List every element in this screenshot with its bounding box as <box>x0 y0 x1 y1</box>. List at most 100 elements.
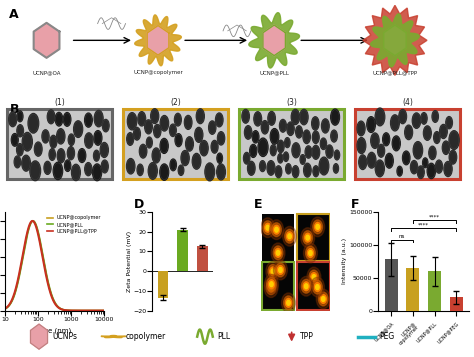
Circle shape <box>44 161 51 174</box>
Circle shape <box>383 133 390 146</box>
Circle shape <box>170 124 176 136</box>
Circle shape <box>261 121 269 134</box>
Circle shape <box>320 295 327 303</box>
Circle shape <box>85 162 92 176</box>
Circle shape <box>160 139 168 154</box>
Circle shape <box>418 166 424 178</box>
Circle shape <box>291 109 300 125</box>
Circle shape <box>270 282 273 287</box>
Polygon shape <box>371 14 419 67</box>
Circle shape <box>266 277 276 291</box>
Circle shape <box>273 246 283 260</box>
Circle shape <box>50 135 57 148</box>
Circle shape <box>30 161 41 181</box>
Circle shape <box>391 115 399 131</box>
Text: E: E <box>254 198 263 211</box>
Circle shape <box>423 158 428 168</box>
Bar <box>7 109 111 180</box>
Circle shape <box>304 284 308 289</box>
Circle shape <box>22 132 32 151</box>
Circle shape <box>270 129 279 144</box>
Circle shape <box>385 154 393 168</box>
Circle shape <box>375 160 384 177</box>
Circle shape <box>100 142 109 157</box>
Circle shape <box>73 121 82 137</box>
Circle shape <box>359 155 367 170</box>
Circle shape <box>245 126 252 139</box>
Circle shape <box>334 150 339 160</box>
Circle shape <box>205 163 215 181</box>
Circle shape <box>312 117 319 130</box>
Circle shape <box>267 161 275 175</box>
Circle shape <box>268 265 278 278</box>
Circle shape <box>367 117 375 132</box>
Circle shape <box>56 129 65 144</box>
Circle shape <box>315 222 321 231</box>
Circle shape <box>217 164 226 180</box>
Circle shape <box>321 297 325 301</box>
Circle shape <box>312 145 319 159</box>
Text: copolymer: copolymer <box>126 332 166 341</box>
Circle shape <box>102 120 109 132</box>
Circle shape <box>280 120 286 132</box>
Circle shape <box>399 110 407 124</box>
Circle shape <box>160 164 169 180</box>
Circle shape <box>285 298 292 307</box>
Circle shape <box>446 117 452 129</box>
Circle shape <box>320 138 327 150</box>
Circle shape <box>303 243 318 263</box>
Legend: UCNP@copolymer, UCNP@PLL, UCNP@PLL@TPP: UCNP@copolymer, UCNP@PLL, UCNP@PLL@TPP <box>46 215 102 234</box>
Circle shape <box>449 150 456 164</box>
Circle shape <box>260 161 265 172</box>
Circle shape <box>264 223 271 232</box>
Circle shape <box>331 109 339 125</box>
Circle shape <box>53 162 63 180</box>
Circle shape <box>216 113 223 127</box>
Circle shape <box>412 113 420 128</box>
Circle shape <box>154 125 161 138</box>
Polygon shape <box>263 25 285 56</box>
Text: UCNPs: UCNPs <box>52 332 77 341</box>
Text: ****: **** <box>429 214 440 219</box>
Circle shape <box>275 248 281 257</box>
Circle shape <box>410 161 418 174</box>
Circle shape <box>55 112 63 126</box>
Circle shape <box>319 157 329 175</box>
Polygon shape <box>34 23 59 58</box>
Circle shape <box>269 285 273 290</box>
Circle shape <box>279 267 282 272</box>
Text: (2): (2) <box>170 99 181 107</box>
Circle shape <box>186 137 193 151</box>
Circle shape <box>333 164 338 173</box>
Circle shape <box>244 152 250 164</box>
Circle shape <box>151 109 159 124</box>
Text: TPP: TPP <box>300 332 313 341</box>
Circle shape <box>283 296 293 310</box>
Circle shape <box>271 269 274 274</box>
Circle shape <box>432 111 438 122</box>
Circle shape <box>300 109 308 125</box>
Circle shape <box>49 149 55 160</box>
Circle shape <box>178 165 184 175</box>
Circle shape <box>309 251 312 256</box>
Polygon shape <box>363 5 427 75</box>
Circle shape <box>319 292 328 306</box>
Circle shape <box>270 145 276 156</box>
Circle shape <box>181 151 189 166</box>
Circle shape <box>427 163 436 178</box>
Circle shape <box>304 163 311 177</box>
Circle shape <box>303 282 309 291</box>
Circle shape <box>148 163 157 179</box>
Bar <box>197 246 208 271</box>
Circle shape <box>286 164 291 174</box>
Circle shape <box>392 136 400 151</box>
Circle shape <box>264 278 278 297</box>
Circle shape <box>312 275 316 280</box>
Polygon shape <box>383 25 406 56</box>
Circle shape <box>92 164 101 181</box>
Circle shape <box>261 218 274 237</box>
Circle shape <box>247 161 255 175</box>
Circle shape <box>275 166 282 178</box>
Circle shape <box>9 112 17 127</box>
Circle shape <box>299 276 313 296</box>
